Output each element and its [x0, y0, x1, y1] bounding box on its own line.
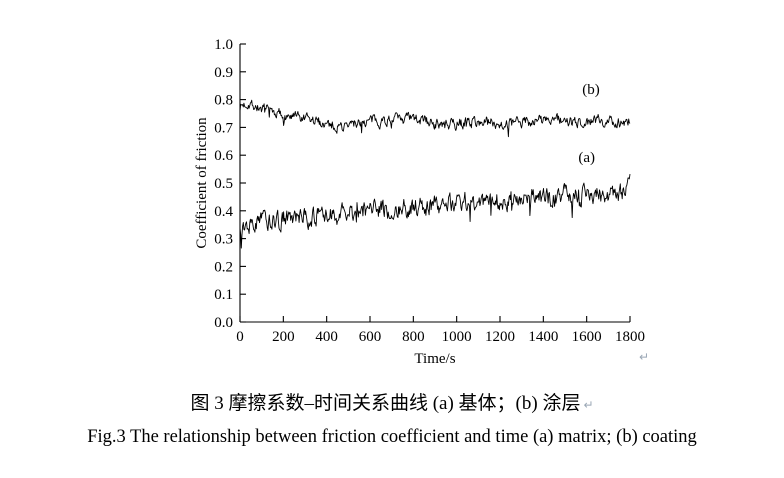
series-matrix-line: [239, 174, 631, 249]
x-tick-label: 400: [315, 329, 338, 345]
y-tick-labels: 0.0 0.1 0.2 0.3 0.4 0.5 0.6 0.7 0.8 0.9 1.0: [214, 37, 233, 331]
x-tick-label: 1200: [485, 329, 515, 345]
x-tick-labels: 0 200 400 600 800 1000 1200 1400 1600 1800: [236, 329, 645, 345]
x-tick-label: 800: [402, 329, 425, 345]
x-axis-label: Time/s: [414, 351, 455, 367]
y-tick-label: 0.8: [214, 93, 233, 109]
series-coating-line: [239, 99, 631, 138]
y-tick-label: 0.5: [214, 176, 233, 192]
x-tick-label: 1800: [615, 329, 645, 345]
y-tick-label: 0.9: [214, 65, 233, 81]
x-tick-label: 1400: [528, 329, 558, 345]
x-tick-label: 1000: [442, 329, 472, 345]
y-tick-label: 0.4: [214, 204, 233, 220]
y-tick-label: 0.2: [214, 259, 233, 275]
axes: [239, 43, 631, 323]
x-tick-label: 0: [236, 329, 244, 345]
y-tick-label: 0.0: [214, 315, 233, 331]
friction-time-chart: 0 200 400 600 800 1000 1200 1400 1600 18000.00.10…: [194, 37, 645, 367]
series-coating-annotation: (b): [582, 82, 600, 98]
y-tick-label: 0.3: [214, 232, 233, 248]
y-tick-label: 1.0: [214, 37, 233, 53]
paragraph-return-mark: ↵: [639, 350, 650, 364]
y-tick-label: 0.6: [214, 148, 233, 164]
figure-caption-en: Fig.3 The relationship between friction …: [0, 427, 784, 448]
x-tick-label: 600: [359, 329, 382, 345]
x-tick-label: 1600: [572, 329, 602, 345]
figure-caption-zh: 图 3 摩擦系数–时间关系曲线 (a) 基体；(b) 涂层 ↵: [0, 388, 784, 415]
y-tick-label: 0.1: [214, 287, 233, 303]
x-tick-label: 200: [272, 329, 295, 345]
series-matrix-annotation: (a): [578, 150, 595, 166]
y-axis-label: Coefficient of friction: [194, 117, 210, 249]
figure-caption-zh-text: 图 3 摩擦系数–时间关系曲线 (a) 基体；(b) 涂层: [190, 393, 581, 414]
paragraph-return-mark: ↵: [583, 398, 594, 412]
y-tick-label: 0.7: [214, 120, 233, 136]
figure-caption-en-text: Fig.3 The relationship between friction …: [87, 427, 697, 447]
